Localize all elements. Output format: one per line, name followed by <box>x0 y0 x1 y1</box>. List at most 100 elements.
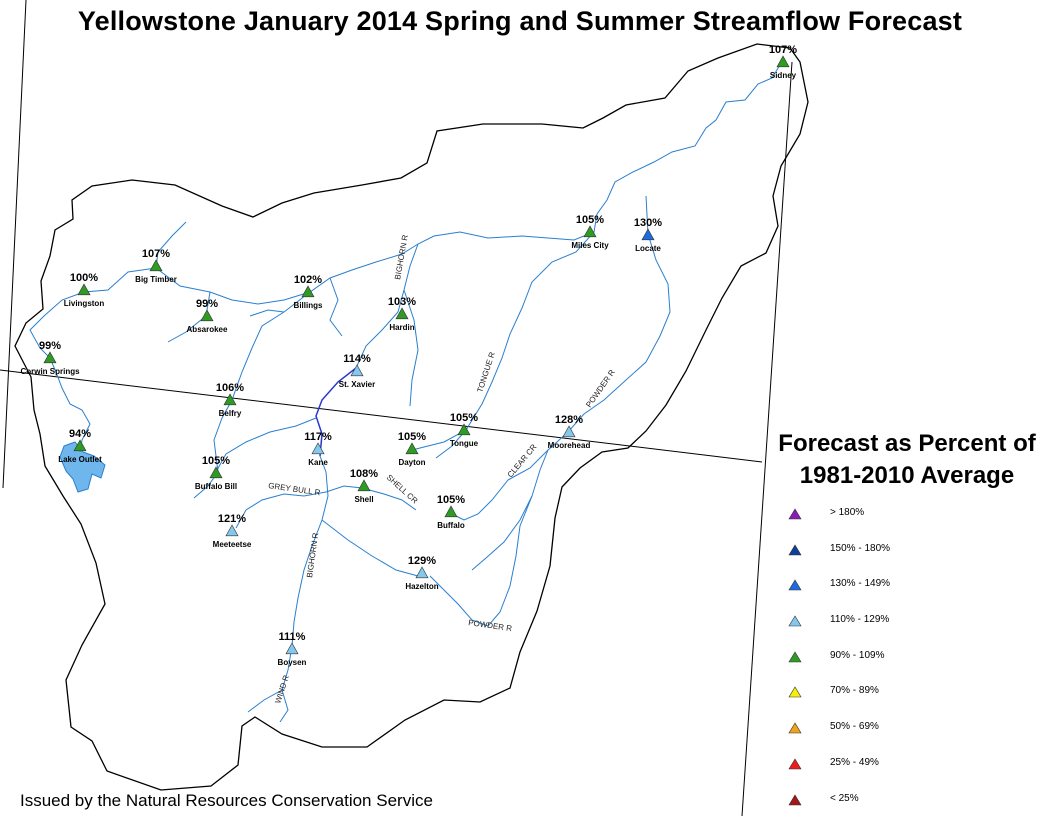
state-line-mt-wy <box>0 369 763 463</box>
forecast-site[interactable]: 130% Locate <box>634 217 662 253</box>
site-percent: 105% <box>398 431 426 443</box>
legend-label: 50% - 69% <box>830 721 879 733</box>
greybull-river <box>235 491 327 529</box>
forecast-site[interactable]: 105% Dayton <box>398 431 426 467</box>
legend-label: 25% - 49% <box>830 756 879 768</box>
legend-triangle-icon <box>788 544 802 555</box>
site-name: Shell <box>354 495 373 504</box>
forecast-sites: 107% Sidney 105% Miles City 130% Locate 107% Bi… <box>20 44 797 667</box>
forecast-site[interactable]: 99% Corwin Springs <box>20 340 80 376</box>
site-percent: 106% <box>216 382 244 394</box>
legend-label: 70% - 89% <box>830 685 879 697</box>
shoshone-river <box>215 417 317 473</box>
stillwater-river <box>167 291 211 343</box>
site-name: Moorehead <box>548 441 591 450</box>
site-name: Boysen <box>278 658 307 667</box>
site-percent: 121% <box>218 513 246 525</box>
yellowstone-lake <box>59 441 106 493</box>
forecast-site[interactable]: 121% Meeteetse <box>213 513 252 549</box>
basin-boundary <box>14 43 809 791</box>
site-percent: 114% <box>343 353 371 365</box>
site-name: Corwin Springs <box>20 367 80 376</box>
forecast-site[interactable]: 111% Boysen <box>278 631 307 667</box>
legend-label: 150% - 180% <box>830 542 891 554</box>
site-percent: 128% <box>555 414 583 426</box>
legend-title-line1: Forecast as Percent of <box>778 430 1036 457</box>
river-label: TONGUE R <box>475 351 497 394</box>
site-percent: 99% <box>39 340 61 352</box>
forecast-site[interactable]: 106% Belfry <box>216 382 244 418</box>
site-percent: 130% <box>634 217 662 229</box>
legend-label: > 180% <box>830 507 865 518</box>
site-triangle-icon <box>209 466 223 479</box>
little-bighorn-river <box>403 289 419 407</box>
footer-credit: Issued by the Natural Resources Conserva… <box>20 791 433 810</box>
site-name: Hardin <box>389 323 414 332</box>
forecast-site[interactable]: 107% Sidney <box>769 44 797 80</box>
forecast-site[interactable]: 128% Moorehead <box>548 414 591 450</box>
state-line-east <box>741 61 793 816</box>
legend-title-line2: 1981-2010 Average <box>799 462 1015 489</box>
legend-title: Forecast as Percent of 1981-2010 Average <box>752 428 1056 492</box>
legend-label: < 25% <box>830 792 859 804</box>
legend-triangle-icon <box>788 615 802 627</box>
forecast-site[interactable]: 108% Shell <box>350 468 378 504</box>
legend-triangle-icon <box>788 793 802 805</box>
state-boundaries <box>0 0 793 816</box>
legend-label: 130% - 149% <box>830 578 891 590</box>
legend-triangle-icon <box>788 508 802 520</box>
site-triangle-icon <box>301 285 315 298</box>
goose-creek <box>435 429 467 459</box>
forecast-site[interactable]: 117% Kane <box>304 431 332 467</box>
site-triangle-icon <box>395 307 409 320</box>
forecast-site[interactable]: 103% Hardin <box>388 296 416 332</box>
site-percent: 111% <box>279 631 306 643</box>
forecast-site[interactable]: 102% Billings <box>294 274 323 310</box>
wind-river <box>279 689 289 723</box>
site-percent: 117% <box>304 431 332 443</box>
river-network <box>29 59 784 723</box>
forecast-site[interactable]: 107% Big Timber <box>135 248 177 284</box>
forecast-site[interactable]: 100% Livingston <box>64 272 105 308</box>
forecast-site[interactable]: 114% St. Xavier <box>339 353 375 389</box>
site-triangle-icon <box>350 364 364 377</box>
site-triangle-icon <box>43 351 57 364</box>
site-triangle-icon <box>357 479 371 492</box>
site-triangle-icon <box>457 423 471 436</box>
site-name: Kane <box>308 458 328 467</box>
site-triangle-icon <box>641 228 655 241</box>
forecast-site[interactable]: 105% Buffalo Bill <box>195 455 237 491</box>
site-triangle-icon <box>311 442 325 455</box>
site-triangle-icon <box>149 259 163 272</box>
forecast-site[interactable]: 105% Tongue <box>450 412 479 448</box>
site-name: Livingston <box>64 299 105 308</box>
legend-triangle-icon <box>788 758 802 770</box>
site-triangle-icon <box>444 505 458 518</box>
site-percent: 105% <box>437 494 465 506</box>
forecast-site[interactable]: 105% Buffalo <box>437 494 465 530</box>
pryor-creek <box>329 277 343 337</box>
crazy-woman-creek <box>471 495 533 571</box>
river-label: BIGHORN R <box>305 532 320 578</box>
site-name: Belfry <box>219 409 242 418</box>
forecast-site[interactable]: 94% Lake Outlet <box>58 428 102 464</box>
map-title: Yellowstone January 2014 Spring and Summ… <box>77 6 963 36</box>
site-name: Locate <box>635 244 661 253</box>
site-percent: 99% <box>196 298 218 310</box>
site-triangle-icon <box>776 55 790 68</box>
site-percent: 129% <box>408 555 436 567</box>
legend-triangle-icon <box>788 651 802 663</box>
site-name: Hazelton <box>405 582 438 591</box>
nowood-river <box>321 519 419 577</box>
forecast-site[interactable]: 129% Hazelton <box>405 555 438 591</box>
site-triangle-icon <box>225 524 239 537</box>
forecast-site[interactable]: 105% Miles City <box>571 214 609 250</box>
site-percent: 100% <box>70 272 98 284</box>
river-label: WIND R <box>273 674 291 705</box>
rock-creek <box>249 309 285 317</box>
site-percent: 107% <box>142 248 170 260</box>
forecast-site[interactable]: 99% Absarokee <box>187 298 228 334</box>
clear-creek <box>451 449 549 521</box>
site-percent: 107% <box>769 44 797 56</box>
